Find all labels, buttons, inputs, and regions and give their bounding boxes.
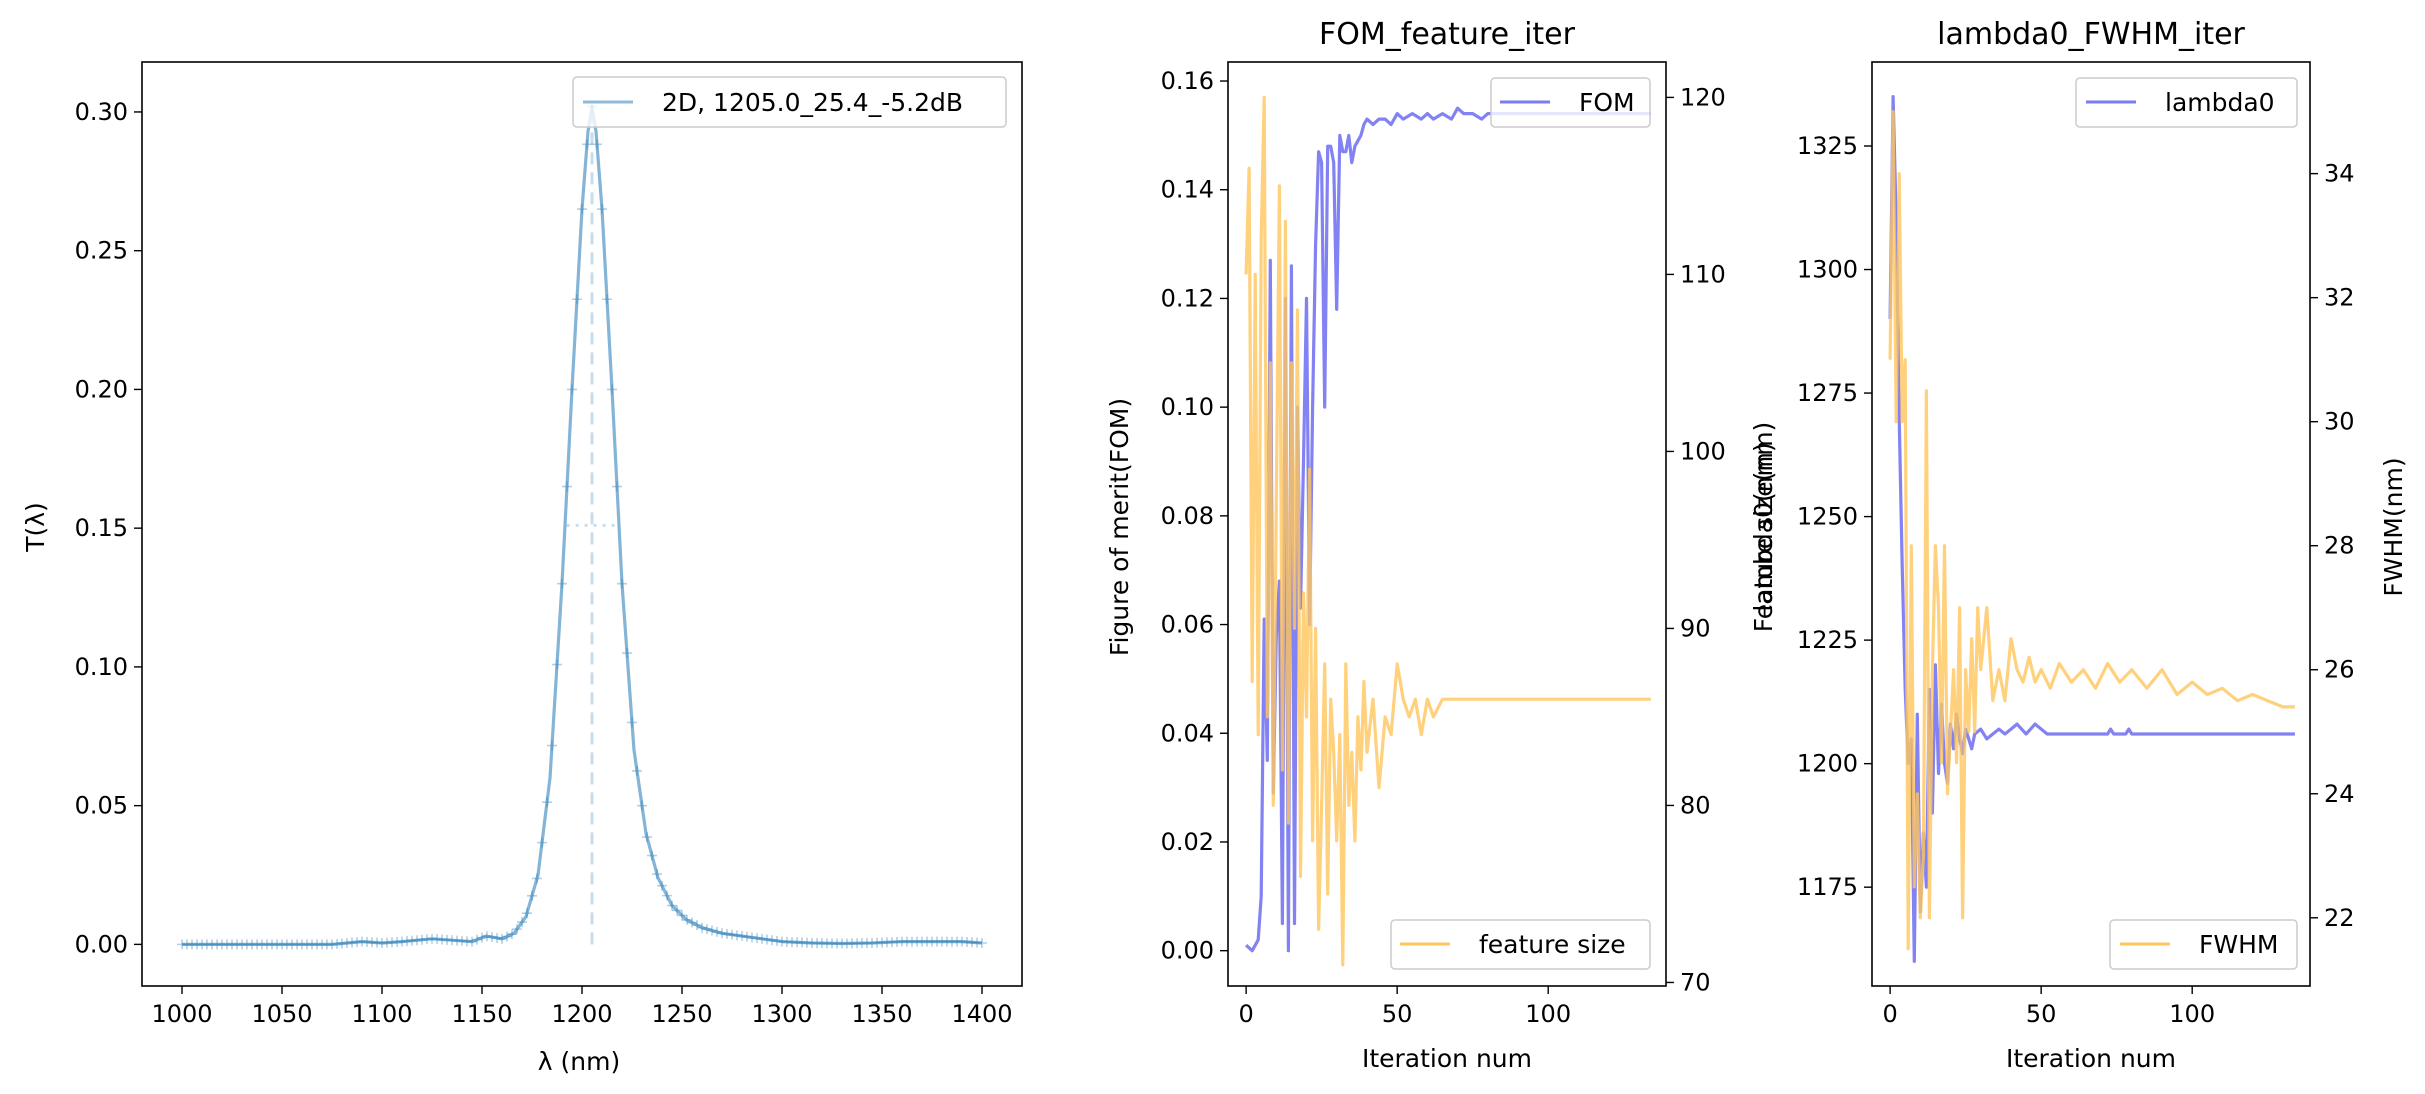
lambda0-fwhm-panel: lambda0_FWHM_iter 0 50 100 1175 1200 1225 1250…: [1749, 17, 2408, 1073]
x-tick-label: 0: [1882, 1000, 1897, 1028]
y-tick-label: 1175: [1797, 873, 1858, 901]
y-tick-label: 1275: [1797, 379, 1858, 407]
fom-feature-panel: FOM_feature_iter 0 50 1000.000.020.040.060…: [1105, 17, 1778, 1073]
y-tick-label: 0.25: [75, 237, 128, 265]
spectrum-legend-label: 2D, 1205.0_25.4_-5.2dB: [662, 88, 963, 117]
y-tick-label: 0.00: [1161, 937, 1214, 965]
y-tick-label: 1225: [1797, 626, 1858, 654]
feature-size-y-label: Feature size(nm): [1749, 422, 1778, 633]
y-tick-label: 1325: [1797, 132, 1858, 160]
feature-size-legend: feature size: [1390, 919, 1651, 970]
y-tick-label: 0.00: [75, 930, 128, 958]
y-tick-label: 0.02: [1161, 828, 1214, 856]
lambda0-fwhm-title: lambda0_FWHM_iter: [1937, 17, 2245, 52]
y-tick-label: 0.14: [1161, 176, 1214, 204]
spectrum-panel: 1000 1050 1100 1150 1200 1250 1300 1350 1400 0.00…: [21, 61, 1023, 1076]
x-tick-label: 1150: [451, 1000, 512, 1028]
x-tick-label: 1000: [151, 1000, 212, 1028]
y-tick-label: 0.30: [75, 98, 128, 126]
y2-tick-label: 90: [1680, 614, 1711, 642]
fom-feature-plot-area: 0 50 100 0.00 0.02 0.04 0.06 0.08 0.10 0.12 0.14 0.…: [1161, 61, 1726, 1028]
fom-feature-title: FOM_feature_iter: [1319, 17, 1576, 52]
x-tick-label: 1050: [251, 1000, 312, 1028]
lambda0-y-label: lambda0(nm): [1749, 442, 1778, 611]
feature-size-legend-box: [1390, 919, 1651, 970]
spectrum-legend: 2D, 1205.0_25.4_-5.2dB: [572, 76, 1007, 128]
y2-tick-label: 110: [1680, 260, 1726, 288]
y2-tick-label: 120: [1680, 83, 1726, 111]
feature-size-line: [1244, 95, 1651, 967]
fwhm-line: [1888, 109, 2295, 951]
y2-tick-label: 22: [2324, 904, 2355, 932]
y-tick-label: 0.05: [75, 792, 128, 820]
x-tick-label: 1200: [551, 1000, 612, 1028]
x-tick-label: 50: [1382, 1000, 1413, 1028]
axes-frame: [1871, 61, 2311, 987]
y-tick-label: 0.06: [1161, 611, 1214, 639]
lambda0-line: [1888, 94, 2295, 963]
x-tick-label: 1400: [951, 1000, 1012, 1028]
y2-tick-label: 32: [2324, 284, 2355, 312]
spectrum-x-label: λ (nm): [538, 1047, 620, 1076]
fom-legend-box: [1490, 77, 1651, 128]
fom-legend: FOM: [1490, 77, 1651, 128]
x-tick-label: 1100: [351, 1000, 412, 1028]
y-tick-label: 0.04: [1161, 719, 1214, 747]
x-tick-label: 100: [1525, 1000, 1571, 1028]
y-tick-label: 0.10: [75, 653, 128, 681]
x-tick-label: 50: [2026, 1000, 2057, 1028]
y-tick-label: 0.15: [75, 514, 128, 542]
y-tick-label: 1250: [1797, 503, 1858, 531]
lambda0-fwhm-plot-area: 0 50 100 1175 1200 1225 1250 1275 1300 1325 22 24 26…: [1797, 61, 2355, 1028]
y2-tick-label: 80: [1680, 791, 1711, 819]
fom-feature-x-label: Iteration num: [1362, 1044, 1532, 1073]
spectrum-y-label: T(λ): [21, 502, 50, 553]
fwhm-y-label: FWHM(nm): [2379, 457, 2408, 596]
lambda0-fwhm-x-label: Iteration num: [2006, 1044, 2176, 1073]
lambda0-legend-label: lambda0: [2165, 88, 2275, 117]
y2-tick-label: 100: [1680, 437, 1726, 465]
feature-size-legend-label: feature size: [1479, 930, 1626, 959]
x-tick-label: 1250: [651, 1000, 712, 1028]
fwhm-legend-label: FWHM: [2199, 930, 2278, 959]
y2-tick-label: 26: [2324, 656, 2355, 684]
y-tick-label: 0.16: [1161, 67, 1214, 95]
fwhm-legend: FWHM: [2109, 919, 2298, 970]
x-tick-label: 1350: [851, 1000, 912, 1028]
y2-tick-label: 28: [2324, 532, 2355, 560]
y2-tick-label: 24: [2324, 780, 2355, 808]
y-tick-label: 1200: [1797, 750, 1858, 778]
x-tick-label: 1300: [751, 1000, 812, 1028]
fwhm-legend-box: [2109, 919, 2298, 970]
y-tick-label: 1300: [1797, 256, 1858, 284]
y2-tick-label: 30: [2324, 408, 2355, 436]
y-tick-label: 0.20: [75, 375, 128, 403]
lambda0-legend-box: [2075, 77, 2298, 128]
fom-legend-label: FOM: [1579, 88, 1635, 117]
y2-tick-label: 34: [2324, 160, 2355, 188]
spectrum-legend-box: [572, 76, 1007, 128]
fom-y-label: Figure of merit(FOM): [1105, 398, 1134, 656]
lambda0-legend: lambda0: [2075, 77, 2298, 128]
x-tick-label: 0: [1238, 1000, 1253, 1028]
y2-tick-label: 70: [1680, 968, 1711, 996]
y-tick-label: 0.08: [1161, 502, 1214, 530]
axes-frame: [1227, 61, 1667, 987]
y-tick-label: 0.12: [1161, 284, 1214, 312]
y-tick-label: 0.10: [1161, 393, 1214, 421]
x-tick-label: 100: [2169, 1000, 2215, 1028]
